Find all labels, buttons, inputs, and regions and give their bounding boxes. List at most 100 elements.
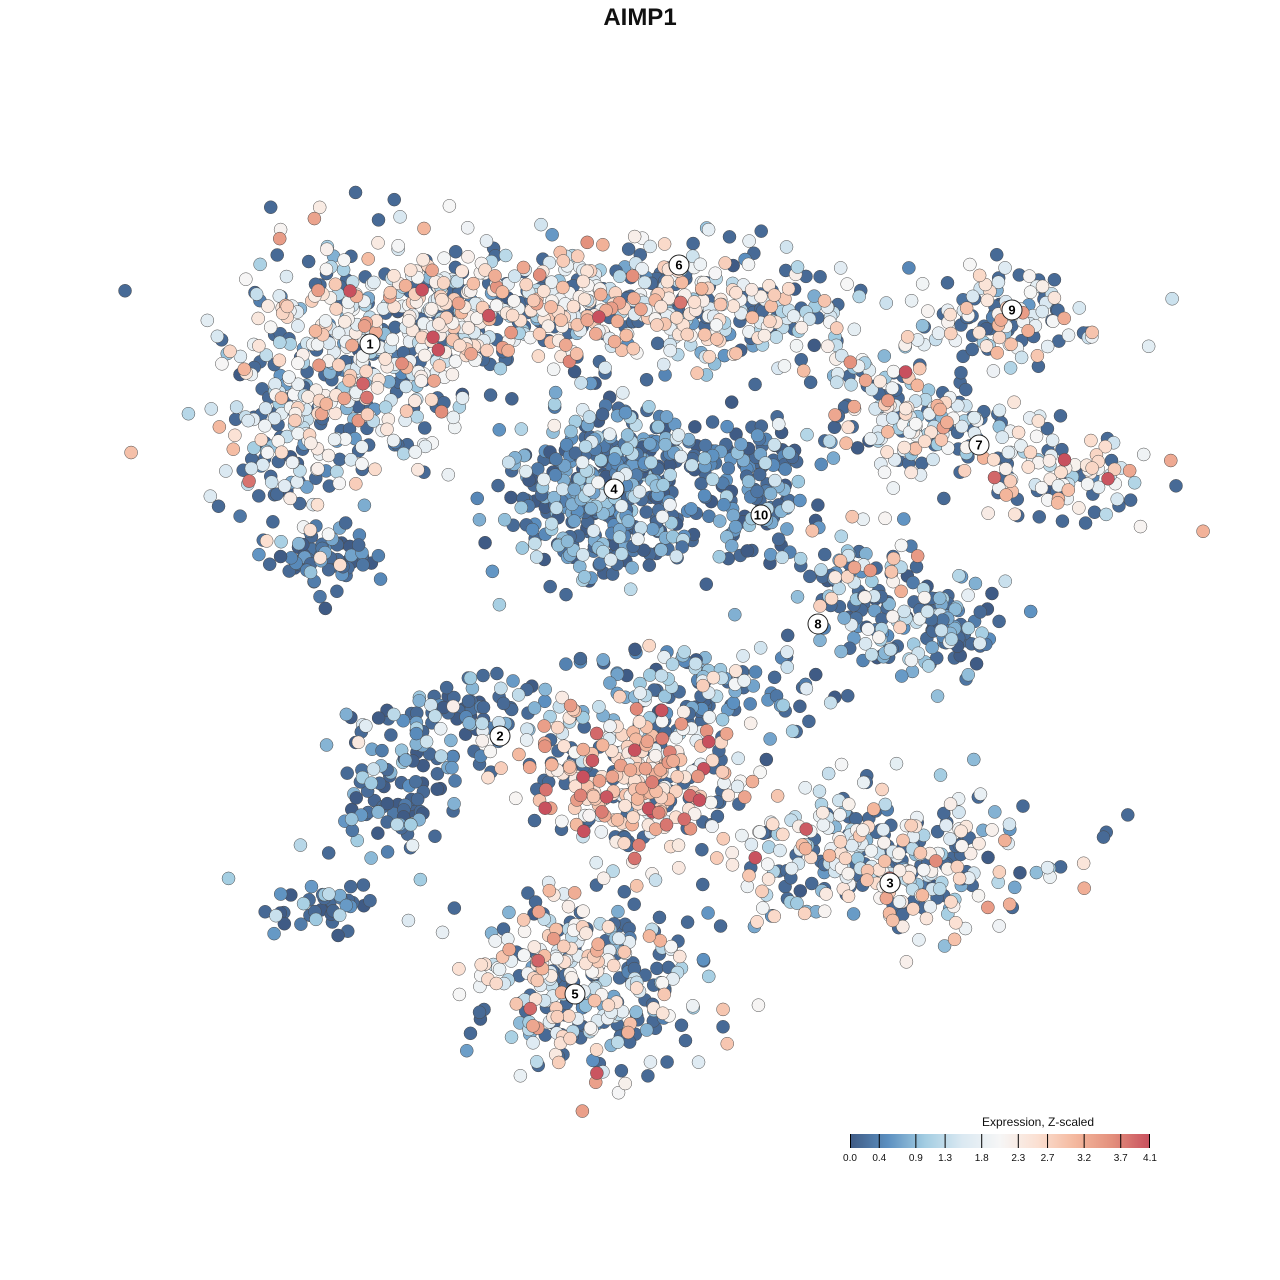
data-point [833,261,848,275]
data-point [312,358,326,373]
data-point [592,774,607,788]
data-point [863,563,878,578]
data-point [743,716,758,731]
data-point [554,313,568,327]
data-point [432,317,446,331]
data-point [576,770,590,784]
colorbar-tick-label: 0.0 [843,1153,857,1164]
data-point [274,391,289,405]
data-point [623,582,638,596]
data-point [850,441,865,455]
data-point [607,452,622,466]
data-point [387,192,402,207]
data-point [730,779,745,794]
data-point [1051,496,1065,510]
data-point [940,276,955,290]
data-point [228,428,242,443]
data-point [1053,860,1068,874]
data-point [921,659,936,673]
data-point [944,895,958,909]
data-point [716,1020,730,1034]
data-point [504,325,518,340]
data-point [827,420,842,435]
data-point [623,763,638,777]
data-point [393,210,407,224]
data-point [424,393,439,407]
data-point [320,242,334,256]
data-point [1072,501,1086,515]
data-point [313,589,327,604]
data-point [461,250,475,264]
data-point [680,327,695,342]
data-point [319,262,334,277]
colorbar-tick-label: 1.3 [938,1153,953,1164]
data-point [813,599,827,613]
data-point [1136,447,1151,462]
data-point [418,348,432,363]
data-point [349,477,363,491]
data-point [396,714,410,728]
data-point [1001,445,1016,460]
data-point [1030,349,1045,363]
data-point [437,251,451,265]
data-point [399,379,413,394]
data-point [760,857,775,871]
data-point [705,819,719,834]
data-point [824,591,839,606]
data-point [577,824,591,838]
data-point [954,824,968,838]
data-point [803,375,818,390]
data-point [573,788,588,803]
data-point [840,570,855,584]
data-point [919,911,934,926]
data-point [672,949,687,964]
data-point [432,359,447,373]
data-point [973,605,988,619]
data-point [748,377,762,392]
data-point [371,548,386,563]
data-point [656,357,671,372]
data-point [635,262,649,276]
data-point [1061,483,1076,497]
data-point [705,753,720,768]
data-point [1047,291,1062,305]
data-point [405,838,420,853]
data-point [561,899,576,914]
data-point [872,630,886,644]
data-point [954,365,968,380]
data-point [654,703,669,718]
data-point [589,855,603,870]
data-point [375,743,389,758]
data-point [417,221,431,236]
data-point [313,551,328,565]
data-point [906,902,920,916]
data-point [515,541,530,555]
data-point [743,697,757,711]
data-point [485,564,500,579]
cluster-label-9: 9 [1001,299,1023,321]
data-point [729,346,743,361]
data-point [934,433,949,447]
data-point [559,438,574,452]
data-point [589,327,603,341]
data-point [555,814,569,829]
data-point [759,752,774,767]
data-point [1023,445,1038,459]
data-point [491,478,505,493]
data-point [883,642,898,657]
data-point [955,839,969,853]
data-point [273,887,288,901]
data-point [802,714,816,729]
data-point [461,321,476,335]
data-point [433,721,448,736]
data-point [360,390,374,405]
data-point [944,326,958,341]
data-point [809,667,823,682]
data-point [721,788,736,803]
data-point [821,339,835,353]
data-point [652,910,667,925]
data-point [889,756,904,771]
data-point [233,509,247,523]
data-point [496,696,511,711]
data-point [910,378,925,393]
